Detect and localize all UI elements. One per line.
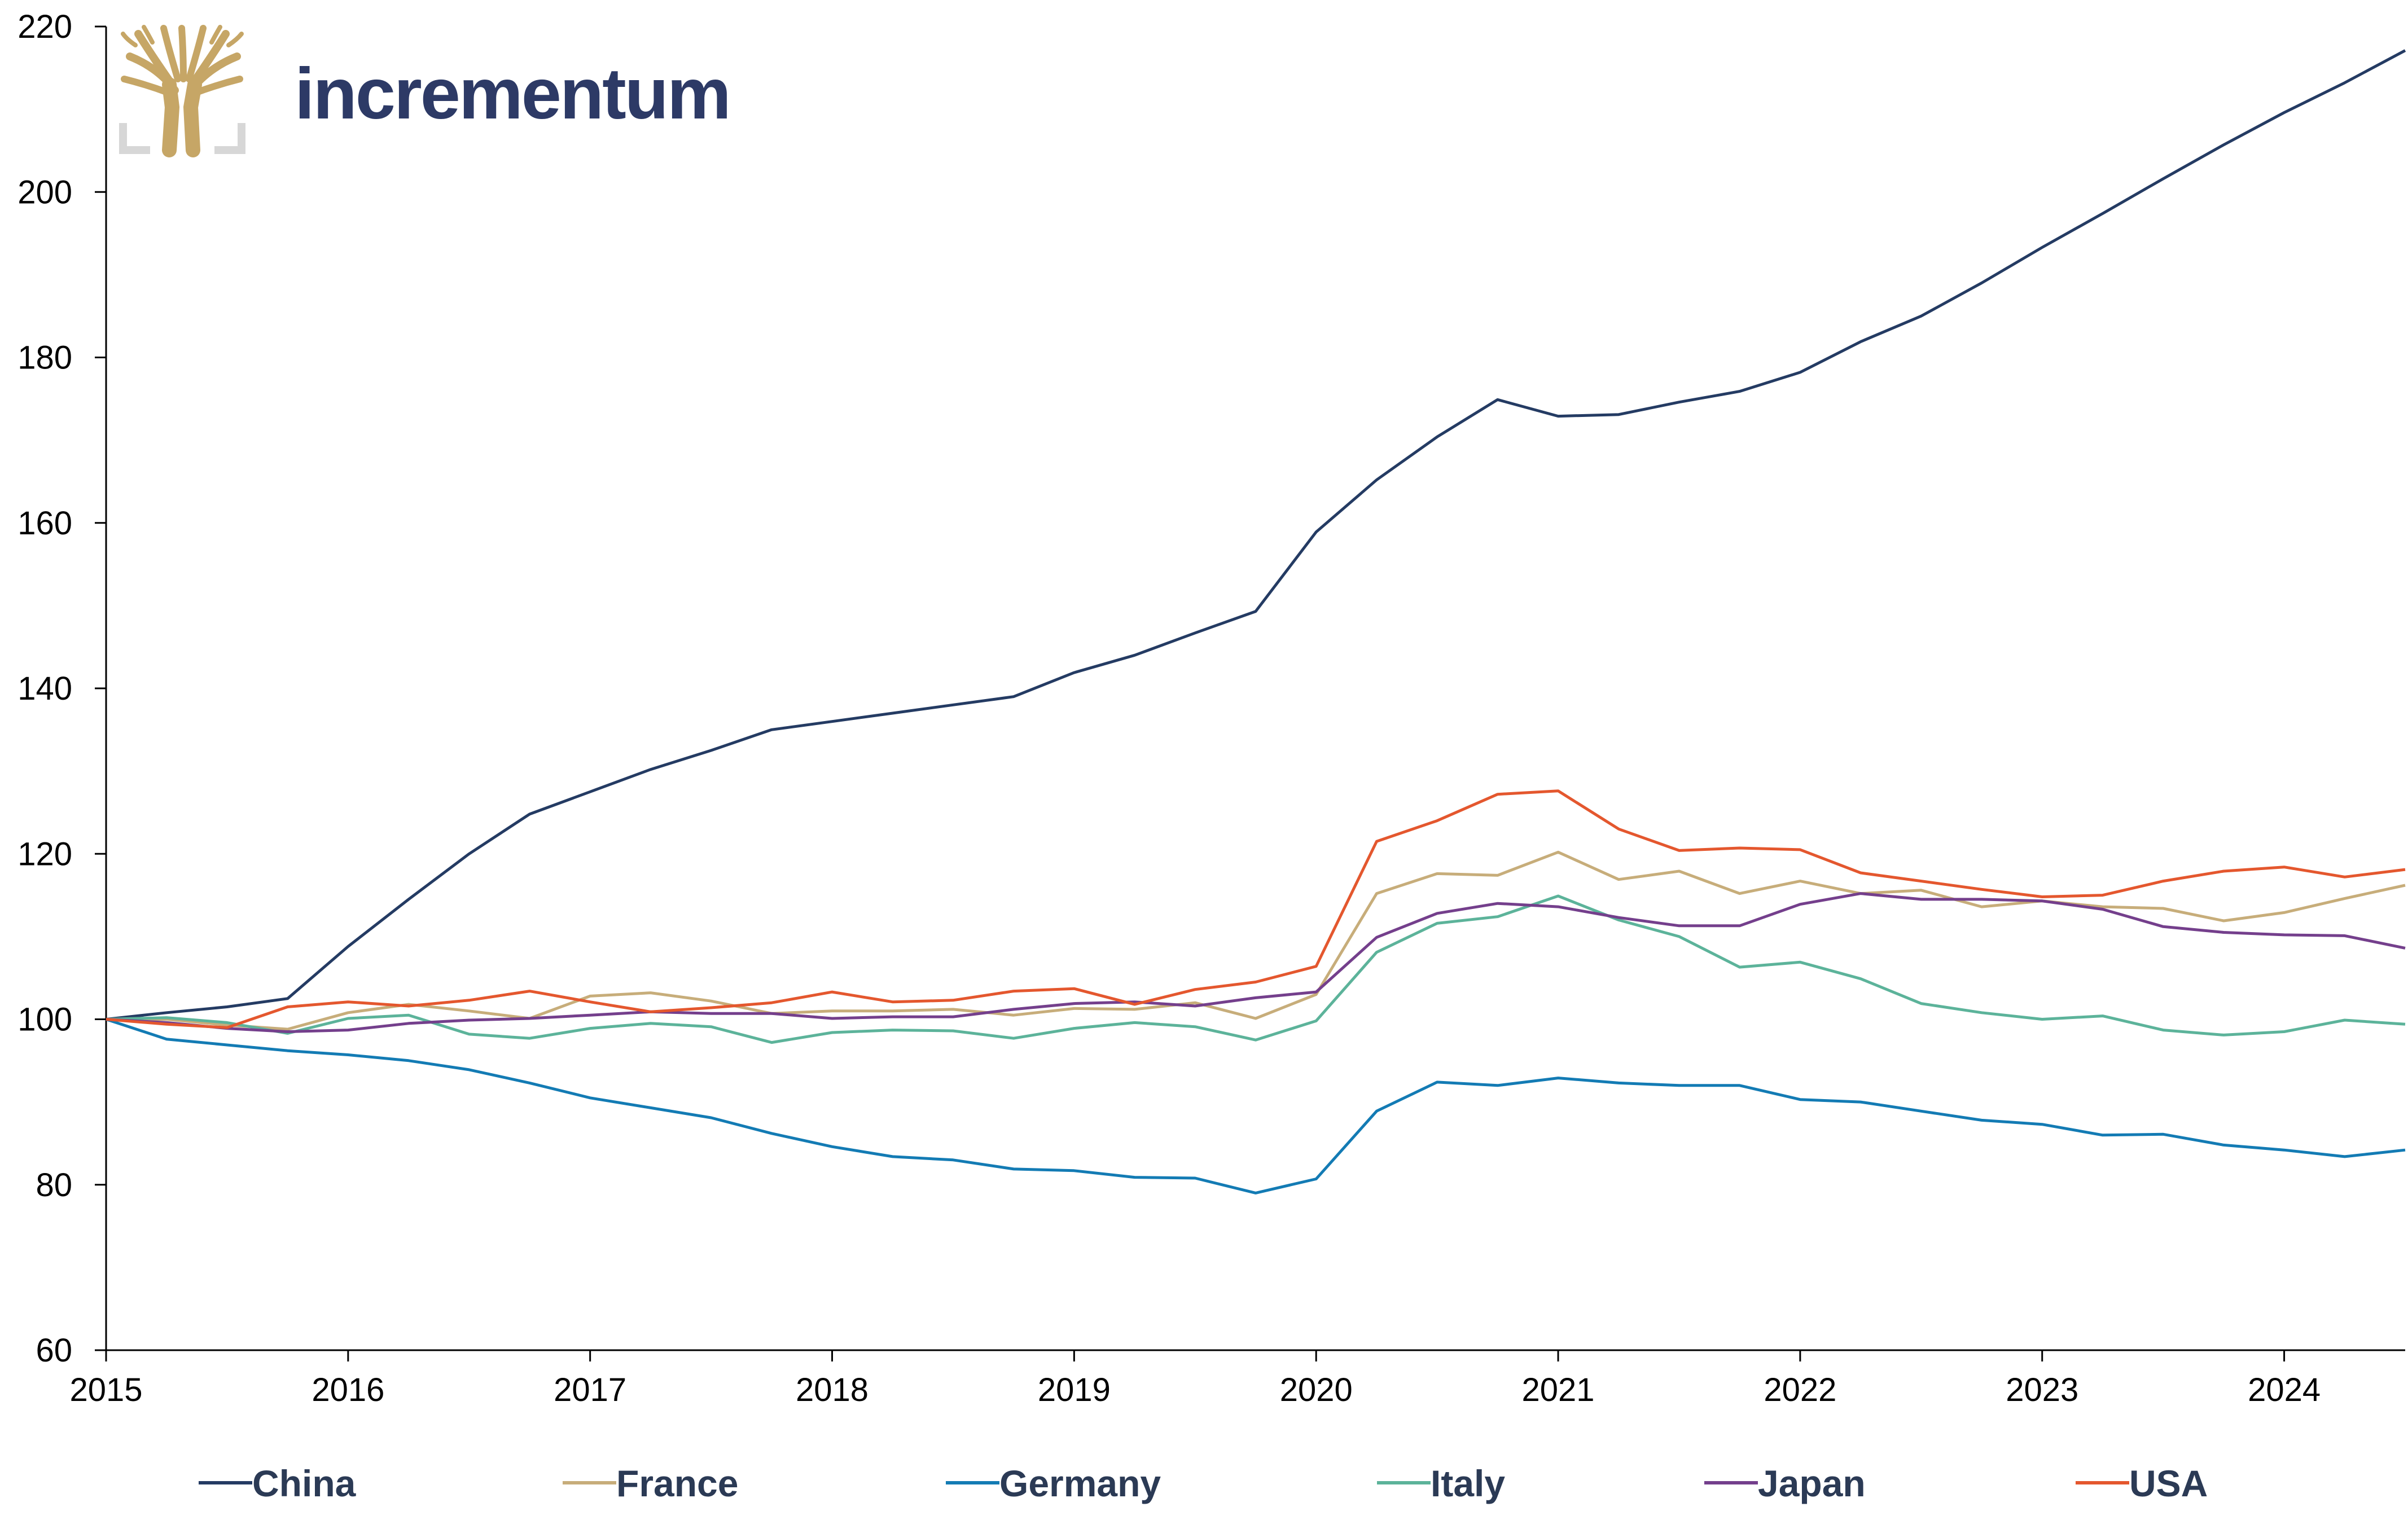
legend-label-usa: USA bbox=[2129, 1462, 2208, 1504]
x-tick-label: 2019 bbox=[1038, 1372, 1111, 1408]
series-lines bbox=[106, 49, 2406, 1194]
legend-label-france: France bbox=[616, 1462, 738, 1504]
axes: 60 80 100 120 140 160 180 200 220 2015 2016 2017 201… bbox=[17, 8, 2405, 1408]
y-tick-label: 60 bbox=[36, 1332, 72, 1369]
x-tick-label: 2022 bbox=[1764, 1372, 1836, 1408]
y-tick-label: 120 bbox=[17, 836, 72, 872]
y-tick-label: 100 bbox=[17, 1001, 72, 1038]
x-tick-label: 2020 bbox=[1280, 1372, 1353, 1408]
legend: China France Germany Italy Japan USA bbox=[199, 1462, 2208, 1504]
x-tick-label: 2021 bbox=[1522, 1372, 1595, 1408]
legend-label-germany: Germany bbox=[999, 1462, 1161, 1504]
y-tick-label: 200 bbox=[17, 174, 72, 210]
brand-name: incrementum bbox=[295, 54, 730, 134]
series-line-usa bbox=[106, 789, 2406, 1029]
series-line-japan bbox=[106, 892, 2406, 1033]
x-tick-label: 2018 bbox=[796, 1372, 869, 1408]
y-tick-label: 80 bbox=[36, 1167, 72, 1203]
x-tick-label: 2016 bbox=[312, 1372, 384, 1408]
y-tick-label: 220 bbox=[17, 8, 72, 45]
legend-label-china: China bbox=[252, 1462, 357, 1504]
series-line-italy bbox=[106, 894, 2406, 1044]
y-tick-label: 140 bbox=[17, 670, 72, 707]
legend-label-japan: Japan bbox=[1758, 1462, 1866, 1504]
x-tick-label: 2023 bbox=[2006, 1372, 2078, 1408]
series-line-china bbox=[106, 49, 2406, 1021]
y-tick-label: 160 bbox=[17, 505, 72, 542]
legend-label-italy: Italy bbox=[1431, 1462, 1505, 1504]
y-tick-label: 180 bbox=[17, 340, 72, 376]
series-line-germany bbox=[106, 1018, 2406, 1194]
brand-logo: incrementum bbox=[119, 25, 731, 157]
x-tick-label: 2017 bbox=[554, 1372, 626, 1408]
tree-logo-icon bbox=[119, 25, 245, 157]
x-tick-label: 2024 bbox=[2248, 1372, 2321, 1408]
series-line-france bbox=[106, 850, 2406, 1031]
x-tick-label: 2015 bbox=[69, 1372, 142, 1408]
